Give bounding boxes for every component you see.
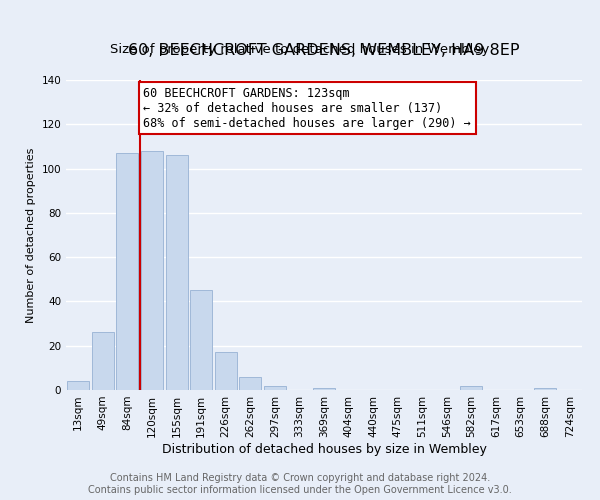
Bar bbox=[166, 156, 188, 390]
Bar bbox=[116, 153, 139, 390]
Y-axis label: Number of detached properties: Number of detached properties bbox=[26, 148, 36, 322]
Bar bbox=[190, 290, 212, 390]
Title: 60, BEECHCROFT GARDENS, WEMBLEY, HA9 8EP: 60, BEECHCROFT GARDENS, WEMBLEY, HA9 8EP bbox=[128, 43, 520, 58]
Bar bbox=[264, 386, 286, 390]
Bar bbox=[215, 352, 237, 390]
Bar bbox=[239, 376, 262, 390]
Bar bbox=[313, 388, 335, 390]
Text: Contains HM Land Registry data © Crown copyright and database right 2024.
Contai: Contains HM Land Registry data © Crown c… bbox=[88, 474, 512, 495]
Text: Size of property relative to detached houses in Wembley: Size of property relative to detached ho… bbox=[110, 42, 490, 56]
X-axis label: Distribution of detached houses by size in Wembley: Distribution of detached houses by size … bbox=[161, 442, 487, 456]
Bar bbox=[534, 388, 556, 390]
Bar bbox=[141, 151, 163, 390]
Bar bbox=[460, 386, 482, 390]
Bar bbox=[67, 381, 89, 390]
Text: 60 BEECHCROFT GARDENS: 123sqm
← 32% of detached houses are smaller (137)
68% of : 60 BEECHCROFT GARDENS: 123sqm ← 32% of d… bbox=[143, 86, 471, 130]
Bar bbox=[92, 332, 114, 390]
